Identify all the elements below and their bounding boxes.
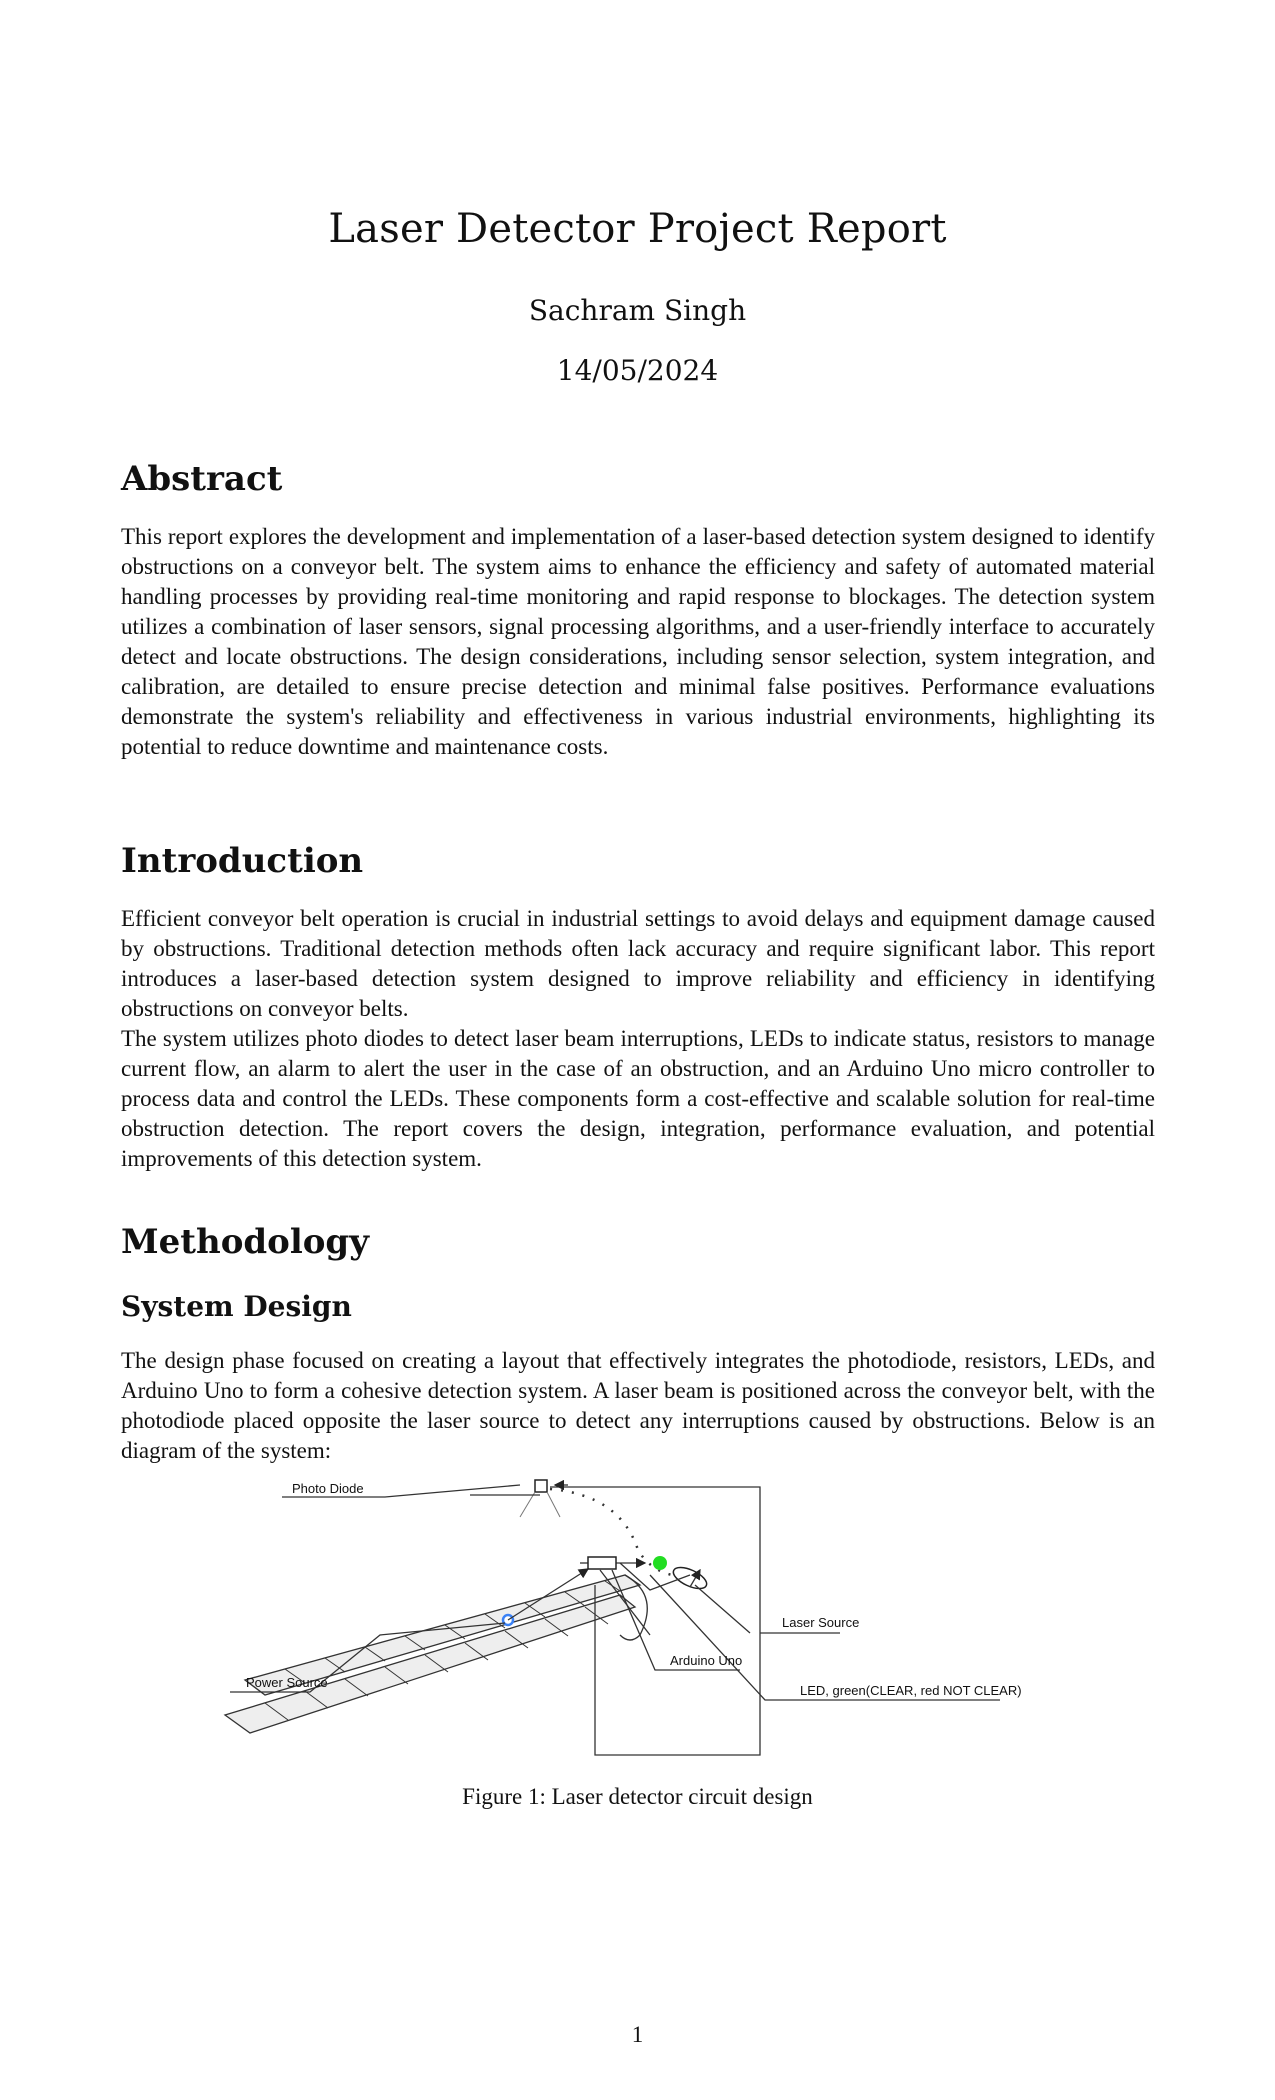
page-number: 1 xyxy=(631,2022,644,2047)
label-leaders xyxy=(230,1484,1000,1701)
led-icon xyxy=(653,1556,667,1570)
methodology-heading: Methodology xyxy=(121,1222,369,1262)
circuit-diagram: Photo Diode Laser Source Arduino Uno Pow… xyxy=(223,1479,1022,1756)
laser-source-icon xyxy=(672,1566,708,1590)
figure-caption: Figure 1: Laser detector circuit design xyxy=(462,1784,813,1809)
abstract-heading: Abstract xyxy=(121,459,283,499)
document-author: Sachram Singh xyxy=(528,294,747,327)
power-source-label: Power Source xyxy=(246,1675,328,1690)
document-title: Laser Detector Project Report xyxy=(328,206,947,252)
introduction-paragraph-1: Efficient conveyor belt operation is cru… xyxy=(121,906,1155,1021)
arduino-board-icon xyxy=(587,1556,617,1570)
led-label: LED, green(CLEAR, red NOT CLEAR) xyxy=(800,1683,1022,1698)
introduction-paragraph-2: The system utilizes photo diodes to dete… xyxy=(121,1026,1155,1171)
document-date: 14/05/2024 xyxy=(556,354,719,387)
laser-source-label: Laser Source xyxy=(782,1615,859,1630)
introduction-heading: Introduction xyxy=(121,841,364,881)
arduino-label: Arduino Uno xyxy=(670,1653,742,1668)
photo-diode-label: Photo Diode xyxy=(292,1481,364,1496)
wiring xyxy=(470,1479,761,1756)
system-design-heading: System Design xyxy=(121,1290,352,1323)
abstract-text: This report explores the development and… xyxy=(121,524,1155,759)
power-wire xyxy=(507,1568,590,1621)
conveyor-belt xyxy=(223,1574,648,1734)
photodiode-icon xyxy=(519,1479,561,1518)
system-design-text: The design phase focused on creating a l… xyxy=(121,1348,1155,1463)
